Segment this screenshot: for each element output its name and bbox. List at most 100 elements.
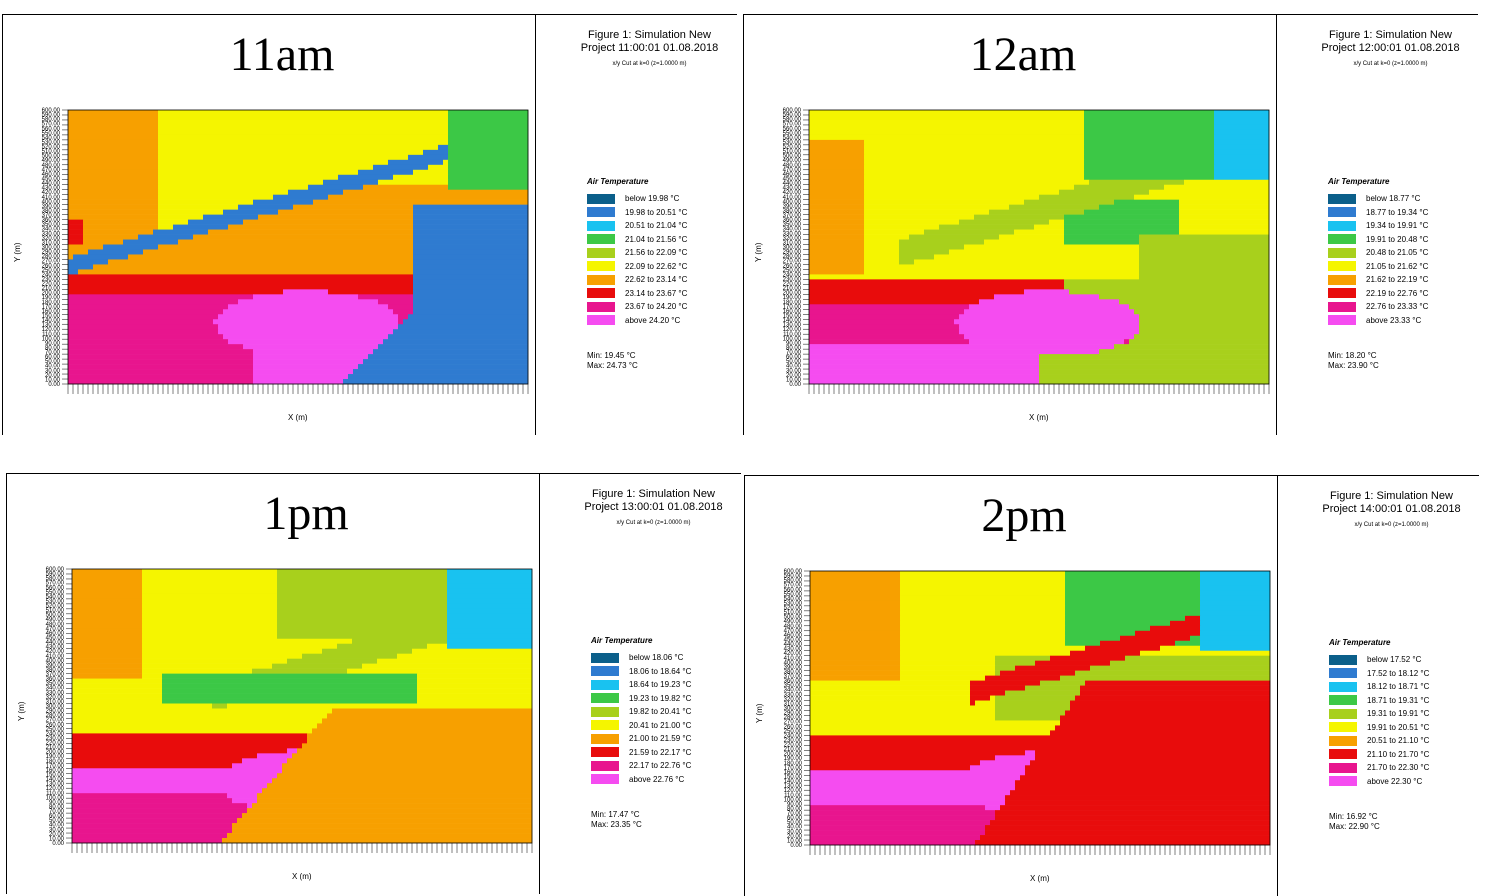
legend-entry: 17.52 to 18.12 °C (1329, 667, 1429, 681)
heatmap-cell (142, 573, 278, 580)
heatmap-cell (900, 580, 1066, 587)
heatmap-cell (388, 304, 414, 310)
heatmap-cell (72, 688, 163, 694)
legend-swatch (1328, 207, 1356, 218)
heatmap-cell (338, 174, 394, 181)
heatmap-cell (809, 309, 965, 315)
y-tick-label: 520.00 (46, 604, 65, 610)
y-axis-label: Y (m) (17, 701, 26, 721)
heatmap-cell (810, 650, 901, 656)
heatmap-cell (393, 174, 449, 181)
heatmap-cell (810, 800, 1006, 806)
y-tick-label: 520.00 (783, 145, 802, 151)
y-tick-label: 450.00 (46, 636, 65, 642)
heatmap-cell (970, 685, 1026, 691)
y-tick-label: 310.00 (783, 240, 802, 246)
heatmap-cell (158, 119, 449, 126)
legend-entry: 21.70 to 22.30 °C (1329, 761, 1429, 775)
y-tick-label: 10.00 (45, 377, 61, 383)
y-tick-label: 290.00 (46, 709, 65, 715)
heatmap-cell (1084, 159, 1215, 166)
legend-swatch (591, 774, 619, 785)
y-tick-label: 470.00 (46, 626, 65, 632)
heatmap-cell (1065, 585, 1201, 592)
heatmap-cell (1039, 354, 1270, 360)
heatmap-cell (373, 349, 529, 355)
heatmap-cell (72, 778, 273, 784)
heatmap-cell (362, 663, 533, 669)
heatmap-cell (368, 354, 529, 360)
heatmap-cell (68, 324, 219, 330)
heatmap-cell (809, 184, 865, 191)
min-value: Min: 19.45 °C (587, 351, 636, 360)
y-tick-label: 170.00 (784, 765, 803, 771)
y-tick-label: 10.00 (786, 377, 802, 383)
heatmap-cell (1015, 785, 1271, 791)
heatmap-cell (985, 805, 1001, 811)
max-value: Max: 23.90 °C (1328, 361, 1379, 370)
y-tick-label: 130.00 (783, 323, 802, 329)
heatmap-cell (1034, 224, 1065, 230)
heatmap-cell (864, 144, 1085, 151)
heatmap-cell (72, 603, 143, 610)
heatmap-cell (158, 209, 224, 215)
heatmap-cell (1129, 304, 1270, 310)
y-tick-label: 140.00 (42, 318, 61, 324)
heatmap-cell (1005, 800, 1271, 806)
heatmap-cell (72, 678, 163, 684)
heatmap-cell (1039, 369, 1270, 375)
legend-swatch (1328, 247, 1356, 258)
y-tick-label: 390.00 (784, 665, 803, 671)
heatmap-cell (810, 620, 901, 627)
heatmap-cell (72, 683, 163, 689)
heatmap-cell (1049, 219, 1065, 225)
y-tick-label: 420.00 (784, 651, 803, 657)
y-tick-label: 80.00 (49, 804, 65, 810)
y-tick-label: 100.00 (42, 336, 61, 342)
heatmap-cell (378, 179, 449, 186)
heatmap-cell (954, 319, 1140, 325)
heatmap-cell (1214, 159, 1270, 166)
heatmap-cell (288, 189, 344, 195)
heatmap-cell (68, 149, 159, 156)
heatmap-cell (142, 648, 323, 654)
heatmap-cell (1100, 640, 1176, 647)
y-tick-label: 320.00 (42, 236, 61, 242)
y-tick-label: 310.00 (46, 699, 65, 705)
heatmap-cell (398, 319, 404, 325)
heatmap-cell (959, 329, 1140, 335)
heatmap-cell (864, 219, 960, 225)
y-tick-label: 530.00 (42, 140, 61, 146)
heatmap-cell (1114, 199, 1180, 205)
heatmap-cell (809, 114, 1085, 121)
heatmap-cell (809, 144, 865, 151)
heatmap-cell (1214, 169, 1270, 176)
heatmap-cell (810, 625, 901, 632)
y-tick-label: 230.00 (784, 738, 803, 744)
heatmap-cell (900, 595, 1066, 602)
heatmap-cell (1084, 129, 1215, 136)
y-tick-label: 110.00 (42, 332, 61, 338)
heatmap-cell (388, 334, 529, 340)
legend-rows: below 18.06 °C 18.06 to 18.64 °C 18.64 to … (591, 651, 691, 786)
heatmap-cell (1025, 685, 1081, 691)
y-tick-label: 30.00 (45, 368, 61, 374)
y-tick-label: 90.00 (787, 802, 803, 808)
y-tick-label: 100.00 (46, 795, 65, 801)
legend-label: above 22.76 °C (629, 774, 685, 784)
y-tick-label: 510.00 (784, 610, 803, 616)
heatmap-cell (970, 765, 1026, 771)
legend-label: 19.82 to 20.41 °C (629, 707, 692, 717)
heatmap-cell (448, 154, 529, 161)
heatmap-cell (1084, 164, 1215, 171)
heatmap-cell (343, 379, 529, 385)
heatmap-cell (900, 600, 1066, 607)
heatmap-cell (990, 695, 996, 701)
heatmap-cell (1015, 665, 1091, 671)
heatmap-cell (72, 588, 143, 595)
heatmap-cell (72, 718, 323, 724)
heatmap-cell (864, 179, 1090, 186)
legend-label: below 17.52 °C (1367, 655, 1422, 665)
y-tick-label: 440.00 (42, 181, 61, 187)
min-value: Min: 18.20 °C (1328, 351, 1377, 360)
